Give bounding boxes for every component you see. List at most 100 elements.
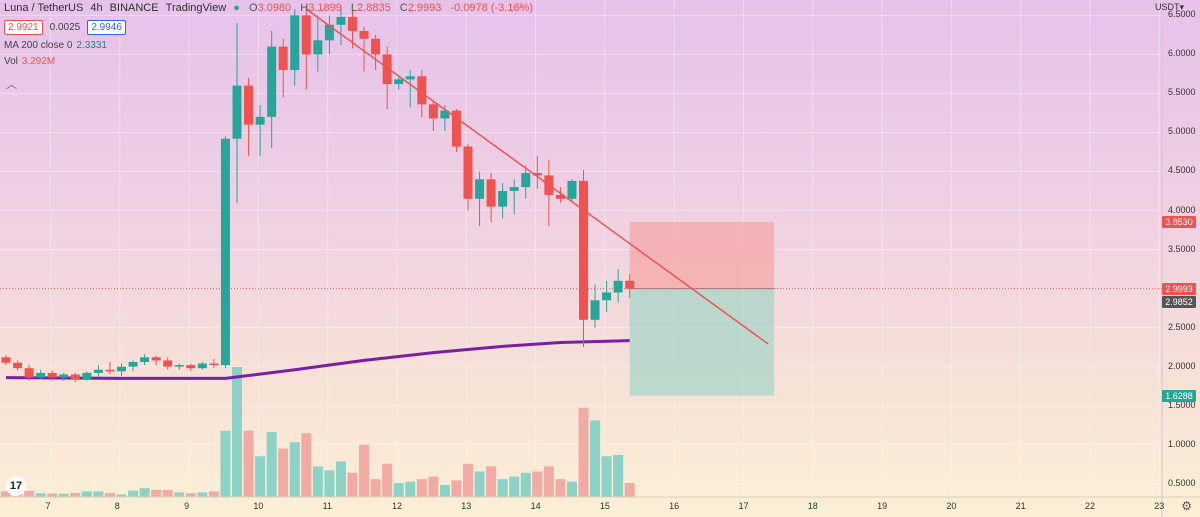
volume-bar [359,444,370,497]
volume-bar [405,481,416,497]
volume-bar [613,454,624,497]
price-tick-label: 2.5000 [1168,321,1196,332]
candle [486,173,496,223]
ohlc-low: L2.8835 [351,2,391,14]
volume-bar [81,491,92,497]
candle [93,365,103,378]
candle-body [579,180,588,320]
candle-body [93,369,103,373]
volume-bar [382,463,393,497]
price-tick-label: 5.5000 [1168,87,1196,98]
candle-body [197,363,207,369]
volume-bar [543,466,554,497]
volume-bar [532,471,543,497]
buy-price-button[interactable]: 2.9946 [87,20,126,35]
candle [336,7,346,46]
volume-bar [601,456,612,497]
time-tick-label: 9 [184,501,190,511]
candle [140,354,150,366]
candle-body [278,46,288,71]
candle [405,70,415,108]
candle [579,169,588,348]
close-label: C [399,2,408,14]
ma-legend[interactable]: MA 200 close 0 2.3331 [4,40,107,51]
price-tick-label: 0.5000 [1168,477,1196,488]
candle-body [151,357,161,361]
time-tick-label: 8 [114,501,120,511]
time-tick-label: 11 [322,501,332,511]
price-tick-label: 6.5000 [1168,9,1196,20]
interval[interactable]: 4h [90,2,103,14]
low-label: L [350,2,358,14]
volume-bar [116,494,127,497]
volume-bar [162,489,173,497]
candle [70,372,80,383]
candle [197,361,207,370]
sell-price-button[interactable]: 2.9921 [4,20,43,35]
candle [128,360,138,372]
candle [1,354,11,366]
time-tick-label: 13 [461,501,472,511]
volume-bar [243,430,254,497]
volume-bar [370,479,381,497]
volume-bar [266,432,277,497]
candle-body [13,362,23,369]
symbol-name[interactable]: Luna / TetherUS [4,2,84,14]
candle-body [486,179,496,207]
candle [255,105,265,156]
trendline-drawing[interactable] [305,8,769,345]
chevron-up-icon[interactable]: ︿ [6,79,17,91]
volume-bar [463,463,473,497]
volume-bar [451,480,462,497]
volume-legend[interactable]: Vol 3.292M [4,56,55,67]
price-tick-label: 4.5000 [1168,165,1196,176]
time-tick-label: 12 [391,501,402,511]
candle-body [140,357,150,362]
volume-bar [324,470,335,497]
candle-body [359,30,369,39]
candle-body [613,280,623,293]
candle [382,46,392,110]
tradingview-logo-icon[interactable]: 17 [6,476,26,496]
position-tool[interactable] [629,222,775,396]
currency-label[interactable]: USDT▾ [1154,2,1184,12]
candle [13,360,23,371]
candle-body [174,365,184,367]
candle-body [440,110,450,119]
candle-body [324,24,334,41]
price-tick-label: 4.0000 [1168,204,1196,215]
price-tick-label: 6.0000 [1168,48,1196,59]
volume-bars [1,367,635,497]
volume-bar [58,493,69,497]
volume-bar [301,433,312,497]
candle [428,101,438,131]
volume-bar [474,471,485,497]
volume-bar [486,466,497,497]
candle [278,38,288,98]
candle-body [590,300,600,320]
ma-value: 2.3331 [76,40,107,51]
volume-bar [128,490,139,497]
volume-bar [185,493,196,497]
low-value: 2.8835 [357,2,391,14]
candle [451,109,461,152]
candle-body [521,173,531,188]
candle-body [555,194,565,199]
candle-body [463,146,473,199]
volume-bar [566,481,577,497]
time-tick-label: 20 [946,501,957,511]
ohlc-close: C2.9993 [400,2,442,14]
open-label: O [248,2,258,14]
candle-body [394,79,404,85]
candle-body [475,179,485,199]
candle-body [186,365,196,369]
time-tick-label: 10 [253,501,264,511]
gear-icon[interactable]: ⚙ [1181,499,1192,513]
candle [290,9,300,86]
volume-bar [93,491,104,497]
high-label: H [300,2,309,14]
time-tick-label: 14 [530,501,541,511]
candle-body [163,360,173,367]
time-tick-label: 23 [1154,501,1165,511]
